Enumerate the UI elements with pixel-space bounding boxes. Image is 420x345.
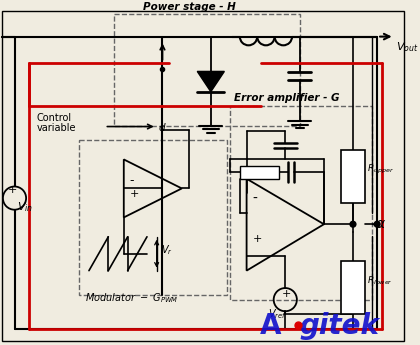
Text: -: - bbox=[130, 174, 134, 187]
Text: Error amplifier - G: Error amplifier - G bbox=[234, 93, 339, 104]
Text: Power stage - H: Power stage - H bbox=[143, 2, 236, 12]
Circle shape bbox=[350, 221, 356, 227]
Text: $R_{lower}$: $R_{lower}$ bbox=[367, 274, 392, 287]
Text: +: + bbox=[8, 185, 17, 195]
Bar bbox=[240, 166, 278, 179]
Text: gitek: gitek bbox=[300, 313, 380, 341]
Text: d: d bbox=[159, 124, 165, 134]
Bar bbox=[341, 261, 365, 314]
Text: $\alpha$: $\alpha$ bbox=[375, 217, 386, 231]
Bar bbox=[79, 140, 227, 295]
Bar bbox=[230, 106, 372, 300]
Text: $R_{upper}$: $R_{upper}$ bbox=[367, 164, 394, 177]
Text: $Modulator\ -\ G_{PWM}$: $Modulator\ -\ G_{PWM}$ bbox=[85, 292, 178, 305]
Bar bbox=[114, 14, 300, 126]
Bar bbox=[341, 150, 365, 203]
Text: +: + bbox=[281, 289, 291, 299]
Text: $V_{out}$: $V_{out}$ bbox=[396, 40, 419, 54]
Text: +: + bbox=[130, 189, 139, 199]
Text: $V_r$: $V_r$ bbox=[160, 243, 172, 257]
Polygon shape bbox=[197, 71, 224, 92]
Text: $V_{in}$: $V_{in}$ bbox=[17, 201, 34, 215]
Text: +: + bbox=[252, 234, 262, 244]
Text: Control: Control bbox=[37, 113, 72, 123]
Circle shape bbox=[374, 221, 380, 227]
Text: $V_{ref}$: $V_{ref}$ bbox=[268, 307, 287, 321]
Text: variable: variable bbox=[37, 124, 76, 134]
Text: -: - bbox=[252, 192, 257, 206]
Text: $\mathbf{A}$: $\mathbf{A}$ bbox=[259, 313, 283, 341]
